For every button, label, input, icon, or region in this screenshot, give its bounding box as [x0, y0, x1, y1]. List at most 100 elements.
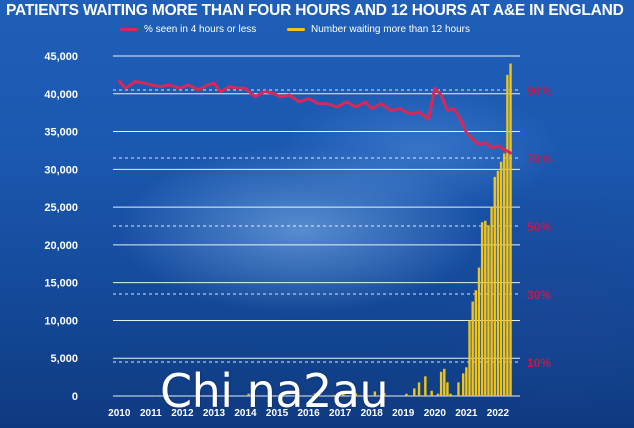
point-pct-11	[213, 82, 215, 84]
bar-12h-15	[439, 371, 443, 396]
bar-12h-20	[462, 373, 465, 396]
legend-label-pct: % seen in 4 hours or less	[144, 24, 257, 35]
y-tick-label-6: 30,000	[44, 164, 78, 176]
x-tick-label-10: 2020	[424, 408, 447, 419]
bar-12h-25	[477, 267, 481, 396]
y2-tick-label-1: 30%	[527, 288, 551, 302]
bar-12h-30	[493, 176, 496, 396]
y-tick-label-3: 15,000	[44, 278, 78, 290]
point-pct-43	[478, 143, 480, 146]
point-pct-33	[408, 113, 411, 115]
bar-12h-2	[279, 394, 282, 396]
point-pct-6	[168, 84, 171, 86]
point-pct-32	[399, 107, 401, 110]
x-tick-label-5: 2015	[266, 408, 289, 419]
legend-swatch-line	[120, 28, 138, 31]
x-tick-label-6: 2016	[297, 408, 320, 419]
bar-12h-16	[443, 368, 446, 396]
legend-swatch-bar	[287, 28, 305, 31]
point-pct-15	[244, 87, 247, 90]
bar-12h-34	[506, 74, 509, 396]
bar-12h-28	[487, 225, 490, 396]
bar-12h-26	[480, 222, 484, 396]
y-tick-label-9: 45,000	[44, 51, 78, 63]
point-pct-45	[490, 147, 493, 149]
bar-12h-14	[436, 393, 440, 396]
bar-series	[155, 63, 512, 397]
grid-lines	[113, 55, 520, 397]
y2-tick-label-0: 10%	[527, 356, 551, 370]
y-tick-label-4: 20,000	[44, 240, 78, 252]
y-tick-label-0: 0	[72, 391, 78, 403]
bar-12h-17	[446, 382, 449, 396]
bar-12h-19	[457, 382, 460, 396]
line-series	[117, 80, 512, 155]
x-tick-label-8: 2018	[361, 408, 384, 419]
point-pct-21	[298, 101, 300, 103]
bar-12h-8	[383, 392, 386, 396]
y2-tick-label-4: 90%	[527, 84, 551, 98]
y-axis-left: 0 5,000 10,000 15,000 20,000 25,000 30,000 35,0…	[44, 51, 78, 403]
x-tick-label-9: 2019	[392, 408, 415, 419]
y-tick-label-5: 25,000	[44, 202, 78, 214]
bar-12h-6	[354, 393, 358, 396]
x-tick-label-11: 2021	[455, 408, 478, 419]
point-pct-26	[345, 101, 348, 103]
point-pct-20	[288, 94, 291, 96]
point-pct-7	[178, 87, 181, 90]
point-pct-9	[197, 89, 199, 91]
bar-12h-23	[471, 301, 474, 396]
point-pct-44	[484, 141, 487, 144]
y-tick-label-7: 35,000	[44, 127, 78, 139]
x-tick-label-1: 2011	[140, 408, 162, 419]
bar-12h-3	[313, 393, 317, 396]
y-tick-label-1: 5,000	[50, 353, 78, 365]
point-pct-19	[279, 96, 282, 98]
point-pct-12	[219, 90, 222, 93]
x-tick-label-7: 2017	[329, 408, 352, 419]
point-pct-39	[452, 107, 455, 110]
line-pct-seen-4h	[117, 80, 512, 155]
bar-12h-1	[247, 393, 250, 396]
point-pct-31	[389, 109, 392, 112]
point-pct-38	[446, 109, 449, 112]
y-axis-right: 10% 30% 50% 70% 90%	[527, 84, 551, 370]
bar-12h-31	[496, 170, 500, 396]
bar-12h-5	[342, 392, 345, 396]
bar-12h-33	[503, 153, 506, 396]
point-pct-3	[143, 82, 146, 84]
bar-12h-21	[465, 367, 468, 396]
point-pct-22	[307, 97, 310, 100]
bar-12h-22	[468, 320, 471, 396]
point-pct-18	[273, 92, 275, 95]
bar-12h-11	[417, 382, 421, 396]
point-pct-41	[465, 131, 468, 134]
point-pct-46	[497, 145, 499, 147]
bar-12h-12	[424, 376, 427, 396]
point-pct-30	[380, 102, 382, 105]
y2-tick-label-3: 70%	[527, 152, 551, 166]
bar-12h-29	[490, 207, 493, 396]
point-pct-16	[254, 96, 256, 98]
point-pct-0	[118, 80, 121, 83]
point-pct-13	[228, 85, 231, 88]
x-tick-label-2: 2012	[171, 408, 194, 419]
point-pct-23	[317, 102, 319, 105]
x-tick-label-4: 2014	[234, 408, 257, 419]
bar-12h-9	[405, 393, 408, 396]
point-pct-8	[187, 84, 190, 86]
point-pct-40	[459, 118, 461, 120]
x-tick-label-3: 2013	[203, 408, 226, 419]
point-pct-5	[159, 85, 162, 88]
chart-legend: % seen in 4 hours or less Number waiting…	[0, 24, 634, 38]
point-pct-2	[134, 80, 136, 83]
point-pct-27	[355, 106, 357, 108]
bar-12h-10	[413, 388, 416, 396]
legend-item-12h: Number waiting more than 12 hours	[287, 24, 470, 35]
point-pct-24	[326, 102, 329, 105]
bar-12h-4	[332, 394, 336, 396]
bar-12h-27	[484, 220, 487, 396]
bar-12h-18	[449, 393, 452, 396]
